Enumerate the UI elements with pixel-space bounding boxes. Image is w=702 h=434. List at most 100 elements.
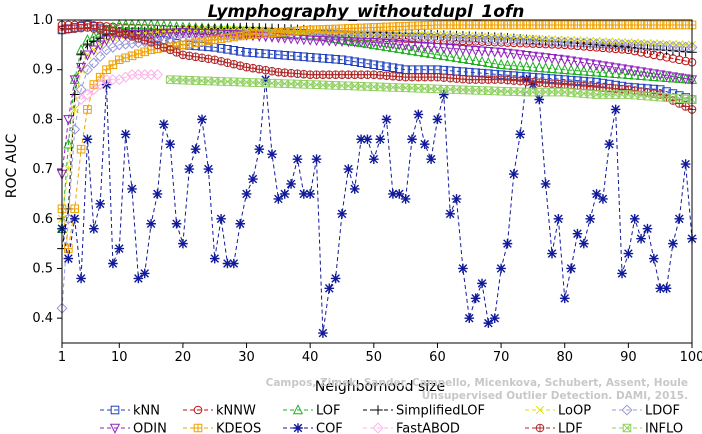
data-point bbox=[362, 37, 373, 49]
data-point bbox=[667, 72, 679, 83]
data-point bbox=[623, 65, 634, 76]
data-point bbox=[534, 94, 545, 105]
data-point bbox=[159, 119, 169, 130]
data-point bbox=[344, 56, 353, 66]
data-point bbox=[190, 28, 201, 39]
data-point bbox=[305, 52, 315, 62]
data-point bbox=[114, 243, 125, 254]
x-tick-label: 60 bbox=[429, 350, 446, 365]
data-point bbox=[476, 46, 488, 57]
data-point bbox=[591, 189, 602, 199]
data-point bbox=[534, 61, 545, 73]
data-point bbox=[629, 66, 640, 77]
data-point bbox=[216, 44, 226, 53]
data-point bbox=[88, 84, 100, 96]
data-point bbox=[585, 213, 595, 224]
data-point bbox=[216, 213, 226, 224]
data-point bbox=[152, 29, 163, 40]
data-point bbox=[597, 61, 609, 72]
data-point bbox=[375, 61, 385, 71]
data-point bbox=[476, 55, 488, 67]
series-fastabod bbox=[75, 69, 163, 106]
data-point bbox=[76, 49, 86, 60]
data-point bbox=[387, 41, 399, 53]
data-point bbox=[336, 36, 348, 48]
data-point bbox=[648, 70, 659, 81]
data-point bbox=[515, 60, 526, 71]
y-tick-label: 0.5 bbox=[32, 261, 53, 276]
legend-marker bbox=[535, 405, 545, 415]
data-point bbox=[94, 79, 106, 91]
data-point bbox=[82, 40, 93, 50]
legend-label: FastABOD bbox=[396, 422, 460, 434]
data-point bbox=[62, 213, 74, 225]
data-point bbox=[388, 63, 398, 73]
data-point bbox=[375, 134, 385, 145]
data-point bbox=[254, 144, 265, 154]
data-point bbox=[235, 47, 245, 56]
x-axis-label: Neighborhood size bbox=[315, 379, 445, 395]
legend-item-fastabod: FastABOD bbox=[363, 422, 460, 434]
data-point bbox=[369, 154, 379, 164]
data-point bbox=[649, 253, 659, 264]
data-point bbox=[209, 29, 220, 40]
data-point bbox=[145, 29, 157, 40]
data-point bbox=[407, 134, 417, 145]
legend-item-loop: LoOP bbox=[525, 404, 591, 419]
watermark: Unsupervised Outlier Detection. DAMI, 20… bbox=[266, 377, 688, 402]
data-point bbox=[343, 37, 354, 48]
data-point bbox=[617, 268, 627, 279]
data-point bbox=[94, 50, 106, 62]
data-point bbox=[311, 154, 322, 164]
data-point bbox=[629, 69, 640, 80]
data-point bbox=[610, 63, 621, 74]
data-point bbox=[89, 223, 99, 234]
data-point bbox=[356, 134, 366, 145]
data-point bbox=[426, 154, 436, 164]
data-point bbox=[222, 258, 233, 269]
series-line-ldof bbox=[61, 34, 693, 309]
data-point bbox=[293, 51, 302, 61]
legend-label: ODIN bbox=[133, 422, 167, 434]
x-tick-label: 100 bbox=[680, 350, 702, 365]
data-point bbox=[534, 52, 545, 63]
data-point bbox=[610, 104, 621, 115]
data-point bbox=[139, 268, 150, 279]
data-point bbox=[457, 45, 469, 56]
data-point bbox=[241, 189, 252, 199]
data-point bbox=[70, 204, 80, 214]
data-point bbox=[470, 46, 481, 57]
data-point bbox=[604, 67, 615, 78]
data-point bbox=[88, 57, 100, 69]
data-point bbox=[546, 53, 558, 65]
data-point bbox=[324, 36, 335, 47]
data-point bbox=[642, 70, 653, 81]
series-kdeos bbox=[57, 20, 697, 253]
data-point bbox=[261, 49, 270, 59]
legend-item-kdeos: KDEOS bbox=[183, 422, 261, 434]
data-point bbox=[432, 48, 443, 60]
data-point bbox=[648, 69, 659, 80]
data-point bbox=[553, 54, 564, 65]
data-point bbox=[229, 46, 239, 55]
data-point bbox=[489, 57, 500, 69]
data-point bbox=[107, 41, 119, 53]
data-point bbox=[248, 174, 258, 184]
data-point bbox=[324, 283, 335, 294]
data-point bbox=[223, 45, 232, 54]
data-point bbox=[312, 53, 321, 63]
x-tick-label: 70 bbox=[493, 350, 510, 365]
legend-item-cof: COF bbox=[283, 422, 343, 434]
y-tick-label: 1.0 bbox=[32, 13, 53, 28]
data-point bbox=[655, 283, 665, 294]
data-point bbox=[209, 253, 220, 264]
data-point bbox=[286, 179, 296, 189]
data-point bbox=[242, 48, 251, 57]
data-point bbox=[349, 184, 360, 194]
data-point bbox=[451, 51, 462, 63]
data-point bbox=[483, 56, 494, 68]
data-point bbox=[425, 47, 437, 59]
data-point bbox=[438, 43, 449, 54]
data-point bbox=[81, 89, 93, 101]
legend-marker bbox=[372, 422, 384, 434]
